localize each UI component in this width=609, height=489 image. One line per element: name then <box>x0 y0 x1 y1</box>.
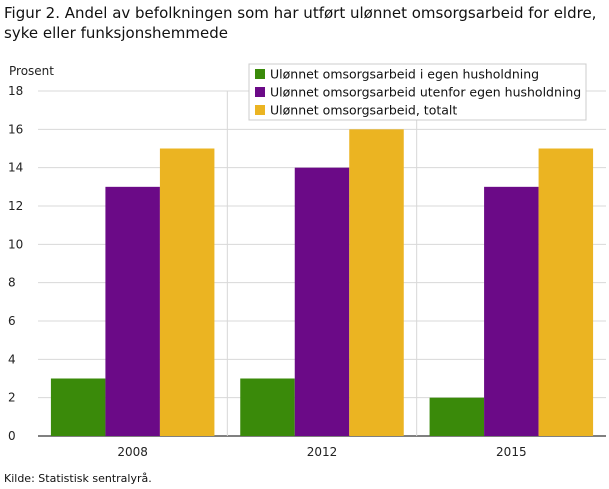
y-axis-label: Prosent <box>9 64 54 78</box>
bar-2015-series-1 <box>429 397 485 436</box>
y-tick-label: 4 <box>8 352 16 366</box>
bar-2012-series-3 <box>349 129 404 437</box>
legend-label: Ulønnet omsorgsarbeid, totalt <box>270 103 457 118</box>
bar-2012-series-2 <box>294 167 350 436</box>
bars <box>50 129 594 437</box>
legend-label: Ulønnet omsorgsarbeid utenfor egen husho… <box>270 85 581 100</box>
y-tick-label: 12 <box>8 199 23 213</box>
bar-2012-series-1 <box>240 378 295 436</box>
y-tick-label: 2 <box>8 391 16 405</box>
legend: Ulønnet omsorgsarbeid i egen husholdning… <box>248 63 587 121</box>
x-tick-label: 2012 <box>307 445 338 459</box>
bar-2015-series-3 <box>538 148 594 436</box>
y-tick-label: 10 <box>8 237 23 251</box>
y-tick-label: 8 <box>8 276 16 290</box>
x-tick-label: 2015 <box>496 445 527 459</box>
x-tick-labels: 2008 2012 2015 <box>117 445 526 459</box>
y-tick-labels: 0 2 4 6 8 10 12 14 16 18 <box>8 84 23 443</box>
bar-2015-series-2 <box>484 186 539 436</box>
y-tick-label: 18 <box>8 84 23 98</box>
bar-2008-series-1 <box>50 378 106 436</box>
y-tick-label: 6 <box>8 314 16 328</box>
x-tick-label: 2008 <box>117 445 148 459</box>
chart-title: Figur 2. Andel av befolkningen som har u… <box>4 4 597 42</box>
y-tick-label: 0 <box>8 429 16 443</box>
y-tick-label: 14 <box>8 161 23 175</box>
source-note: Kilde: Statistisk sentralyrå. <box>4 472 152 485</box>
bar-2008-series-3 <box>159 148 215 436</box>
y-tick-label: 16 <box>8 122 23 136</box>
legend-label: Ulønnet omsorgsarbeid i egen husholdning <box>270 67 539 82</box>
legend-swatch <box>255 105 265 115</box>
legend-swatch <box>255 69 265 79</box>
bar-2008-series-2 <box>105 186 160 436</box>
legend-box <box>248 63 587 121</box>
legend-swatch <box>255 87 265 97</box>
